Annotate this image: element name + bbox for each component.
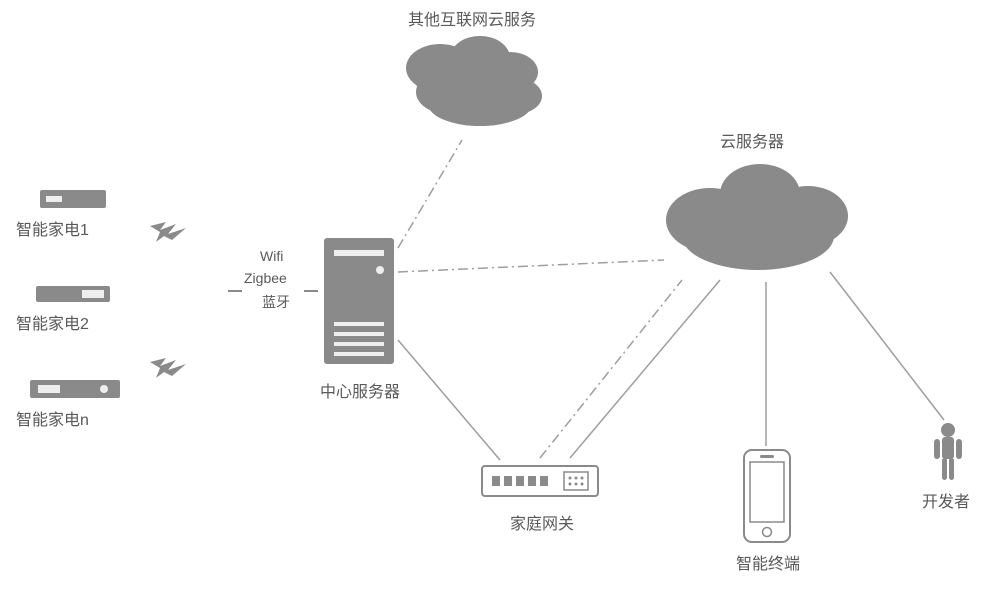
device-icon — [36, 284, 110, 304]
cloud-server — [640, 150, 870, 280]
cloud-other-label: 其他互联网云服务 — [408, 6, 536, 30]
home-gateway — [480, 460, 600, 504]
router-icon — [480, 460, 600, 504]
device-icon — [30, 378, 120, 400]
appliance-2-label: 智能家电2 — [16, 310, 89, 334]
appliance-1-label: 智能家电1 — [16, 216, 89, 240]
smart-terminal-label: 智能终端 — [736, 550, 800, 574]
smart-terminal — [740, 448, 794, 544]
device-icon — [40, 188, 106, 210]
diagram-stage: 其他互联网云服务 云服务器 中心服务器 Wifi Zigbee 蓝 — [0, 0, 1000, 604]
home-gateway-label: 家庭网关 — [510, 510, 574, 534]
center-server-label: 中心服务器 — [320, 378, 400, 402]
cloud-other-services — [370, 28, 570, 138]
appliance-2 — [36, 284, 110, 304]
cloud-icon — [640, 150, 870, 280]
center-server — [320, 236, 398, 366]
cloud-server-label: 云服务器 — [720, 128, 784, 152]
server-icon — [320, 236, 398, 366]
protocol-wifi-label: Wifi — [260, 248, 283, 264]
developer — [930, 422, 966, 482]
phone-icon — [740, 448, 794, 544]
protocol-dash-accent — [228, 280, 318, 298]
edge-center_server-to-gateway — [398, 340, 500, 460]
cloud-icon — [370, 28, 570, 138]
edge-cloud_server-to-gateway — [570, 280, 720, 458]
person-icon — [930, 422, 966, 482]
wireless-bolt-icon — [146, 352, 192, 382]
edge-cloud_server-to-developer — [830, 272, 944, 420]
appliance-1 — [40, 188, 106, 210]
wireless-bolt-icon — [146, 216, 192, 246]
appliance-n — [30, 378, 120, 400]
appliance-n-label: 智能家电n — [16, 406, 89, 430]
edge-center_server-to-cloud_server — [398, 260, 664, 272]
edge-center_server-to-cloud_other — [398, 140, 462, 248]
developer-label: 开发者 — [922, 488, 970, 512]
edge-gateway-to-cloud_server — [540, 280, 682, 458]
